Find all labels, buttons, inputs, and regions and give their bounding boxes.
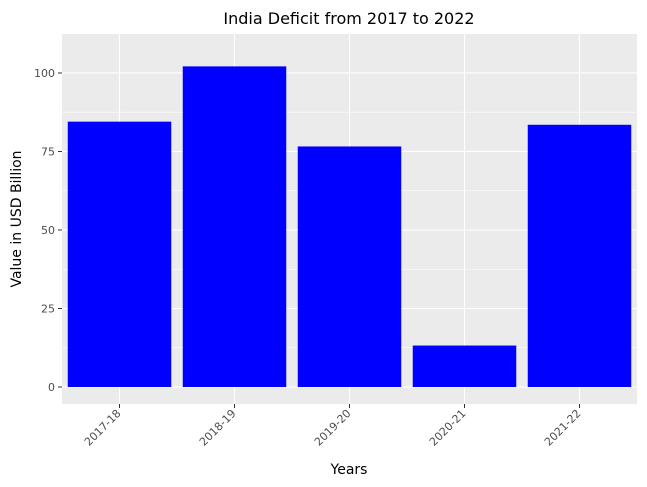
y-tick-label: 100 <box>34 67 55 80</box>
chart-title: India Deficit from 2017 to 2022 <box>223 9 474 28</box>
y-axis: 0 25 50 75 100 <box>34 67 62 394</box>
x-tick-label: 2021-22 <box>542 407 584 449</box>
y-tick-label: 25 <box>41 302 55 315</box>
bar-2020-21 <box>412 345 517 387</box>
y-tick-label: 0 <box>48 381 55 394</box>
bars <box>67 66 632 388</box>
x-tick-label: 2020-21 <box>427 407 469 449</box>
y-tick-label: 75 <box>41 145 55 158</box>
x-axis: 2017-18 2018-19 2019-20 2020-21 2021-22 <box>82 404 584 449</box>
bar-2017-18 <box>67 121 172 387</box>
x-tick-label: 2019-20 <box>312 407 354 449</box>
bar-2019-20 <box>297 146 402 387</box>
y-tick-label: 50 <box>41 224 55 237</box>
x-tick-label: 2017-18 <box>82 407 124 449</box>
x-axis-label: Years <box>330 462 368 478</box>
bar-2018-19 <box>182 66 287 388</box>
bar-2021-22 <box>527 124 632 387</box>
x-tick-label: 2018-19 <box>197 407 239 449</box>
y-axis-label: Value in USD Billion <box>9 150 25 287</box>
